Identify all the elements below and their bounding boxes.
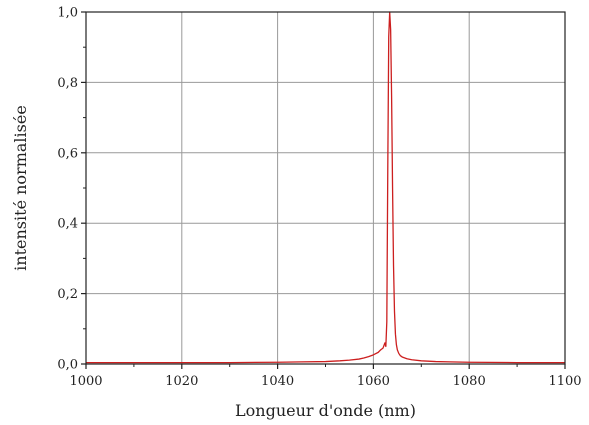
ticks xyxy=(81,11,566,369)
x-tick-label: 1060 xyxy=(357,374,390,389)
x-tick-label: 1100 xyxy=(548,374,581,389)
tick-labels: 1000 1020 1040 1060 1080 1100 0,0 0,2 0,4 0,6 0,8 1… xyxy=(57,6,581,390)
x-tick-label: 1040 xyxy=(261,374,294,389)
plot-frame xyxy=(85,11,566,365)
y-axis-title: intensité normalisée xyxy=(11,105,30,271)
series-line xyxy=(86,11,565,364)
series-layer xyxy=(86,11,565,364)
y-tick-label: 0,0 xyxy=(57,358,78,373)
x-axis-title: Longueur d'onde (nm) xyxy=(235,401,416,420)
x-tick-label: 1000 xyxy=(69,374,102,389)
y-tick-label: 0,4 xyxy=(57,217,78,232)
grid xyxy=(86,12,565,364)
y-tick-label: 1,0 xyxy=(57,6,78,21)
y-tick-label: 0,6 xyxy=(57,146,78,161)
y-tick-label: 0,8 xyxy=(57,76,78,91)
x-tick-label: 1020 xyxy=(165,374,198,389)
y-tick-label: 0,2 xyxy=(57,287,78,302)
x-tick-label: 1080 xyxy=(453,374,486,389)
